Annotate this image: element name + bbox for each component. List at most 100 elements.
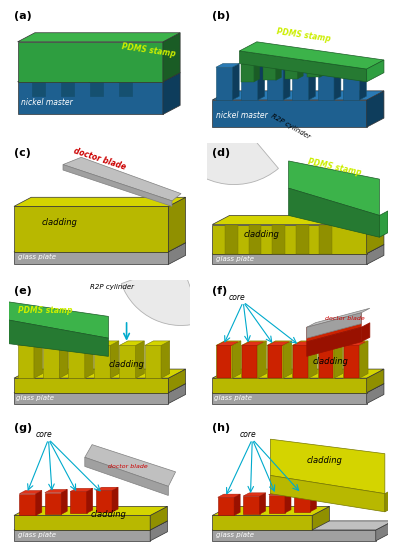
Text: cladding: cladding: [307, 456, 343, 465]
Polygon shape: [318, 67, 334, 100]
Polygon shape: [212, 91, 384, 100]
Polygon shape: [241, 341, 266, 345]
Polygon shape: [14, 252, 168, 265]
Polygon shape: [318, 342, 340, 345]
Polygon shape: [272, 224, 285, 254]
Polygon shape: [119, 345, 136, 378]
Polygon shape: [292, 67, 308, 100]
Polygon shape: [320, 56, 325, 78]
Text: core: core: [229, 293, 245, 302]
Polygon shape: [36, 491, 42, 515]
Polygon shape: [241, 64, 265, 67]
Polygon shape: [343, 64, 366, 67]
Text: cladding: cladding: [312, 356, 348, 366]
Polygon shape: [367, 60, 384, 82]
Polygon shape: [267, 345, 283, 378]
Polygon shape: [385, 489, 393, 512]
Text: glass plate: glass plate: [216, 532, 254, 538]
Polygon shape: [145, 345, 161, 378]
Polygon shape: [234, 494, 240, 515]
Polygon shape: [239, 42, 384, 69]
Polygon shape: [212, 521, 393, 530]
Polygon shape: [285, 492, 291, 513]
Polygon shape: [267, 67, 283, 100]
Polygon shape: [17, 33, 180, 42]
Text: doctor blade: doctor blade: [108, 464, 148, 469]
Polygon shape: [216, 345, 232, 378]
Polygon shape: [294, 490, 316, 493]
Polygon shape: [293, 345, 308, 378]
Polygon shape: [212, 224, 367, 254]
Polygon shape: [14, 378, 168, 393]
Polygon shape: [14, 369, 185, 378]
Text: cladding: cladding: [90, 510, 126, 519]
Polygon shape: [285, 60, 298, 79]
Polygon shape: [268, 345, 282, 378]
Polygon shape: [212, 383, 384, 393]
Polygon shape: [70, 492, 87, 513]
Polygon shape: [269, 492, 291, 495]
Text: PDMS stamp: PDMS stamp: [121, 42, 176, 58]
Polygon shape: [168, 243, 185, 265]
Polygon shape: [17, 341, 42, 345]
Wedge shape: [121, 262, 203, 326]
Polygon shape: [87, 488, 93, 513]
Polygon shape: [334, 341, 343, 378]
Polygon shape: [163, 33, 180, 82]
Text: (b): (b): [212, 11, 230, 21]
Text: cladding: cladding: [243, 230, 279, 239]
Polygon shape: [85, 444, 175, 486]
Polygon shape: [232, 64, 239, 100]
Polygon shape: [232, 341, 241, 378]
Text: glass plate: glass plate: [16, 395, 54, 401]
Polygon shape: [334, 64, 341, 100]
Polygon shape: [145, 341, 170, 345]
Text: glass plate: glass plate: [17, 254, 56, 260]
Polygon shape: [63, 157, 181, 201]
Text: (c): (c): [14, 148, 31, 158]
Text: R2P cylinder: R2P cylinder: [90, 284, 134, 290]
Polygon shape: [150, 507, 168, 530]
Polygon shape: [298, 58, 303, 79]
Text: nickel master: nickel master: [216, 111, 268, 120]
Polygon shape: [217, 342, 238, 345]
Polygon shape: [296, 224, 308, 254]
Polygon shape: [293, 342, 314, 345]
Polygon shape: [270, 476, 385, 512]
Polygon shape: [212, 507, 330, 515]
Polygon shape: [216, 67, 232, 100]
Polygon shape: [14, 530, 150, 541]
Polygon shape: [367, 216, 384, 254]
Polygon shape: [94, 341, 119, 345]
Polygon shape: [241, 64, 254, 82]
Polygon shape: [344, 345, 358, 378]
Text: R2P cylinder: R2P cylinder: [270, 113, 312, 140]
Polygon shape: [96, 487, 118, 491]
Polygon shape: [310, 490, 316, 512]
Polygon shape: [212, 254, 367, 265]
Polygon shape: [283, 341, 292, 378]
Polygon shape: [269, 495, 285, 513]
Wedge shape: [177, 116, 278, 185]
Polygon shape: [43, 345, 60, 378]
Polygon shape: [161, 341, 170, 378]
Polygon shape: [14, 515, 150, 530]
Polygon shape: [60, 341, 68, 378]
Polygon shape: [94, 345, 110, 378]
Text: glass plate: glass plate: [214, 395, 252, 401]
Polygon shape: [32, 82, 45, 96]
Polygon shape: [19, 491, 42, 494]
Polygon shape: [45, 490, 67, 493]
Polygon shape: [254, 60, 260, 82]
Polygon shape: [359, 341, 368, 378]
Polygon shape: [212, 369, 384, 378]
Polygon shape: [217, 345, 231, 378]
Polygon shape: [212, 245, 384, 254]
Polygon shape: [216, 64, 239, 67]
Polygon shape: [8, 320, 108, 356]
Polygon shape: [218, 494, 240, 497]
Polygon shape: [367, 383, 384, 404]
Polygon shape: [212, 530, 376, 541]
Polygon shape: [17, 345, 34, 378]
Polygon shape: [367, 91, 384, 127]
